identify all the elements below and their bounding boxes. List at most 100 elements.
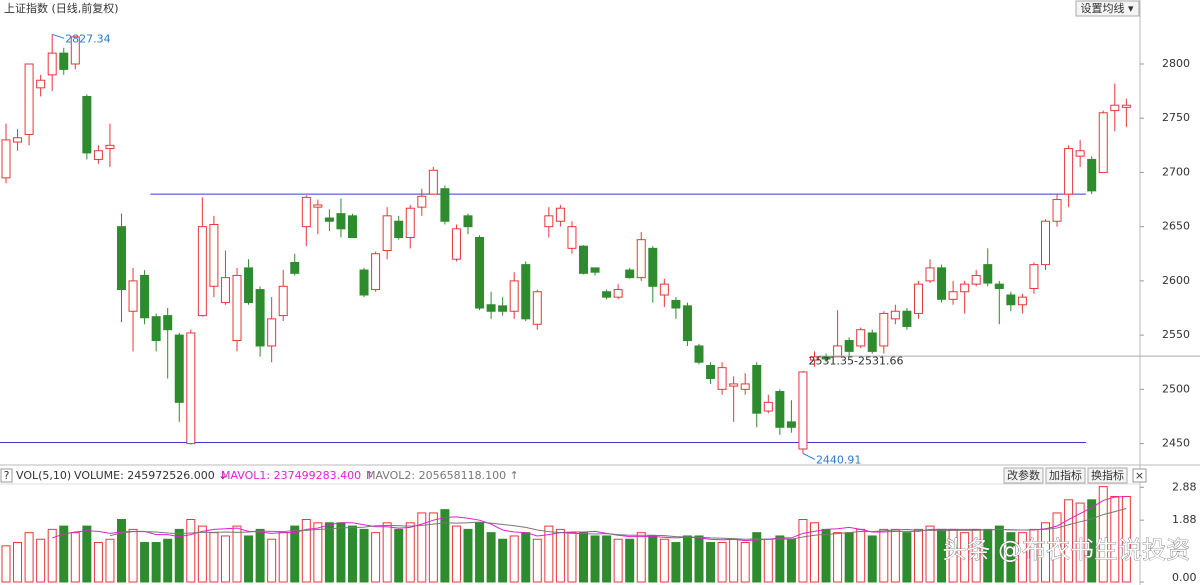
ma-button[interactable] [1075, 0, 1140, 17]
candle-body [671, 299, 681, 309]
indicator-button-label[interactable]: 加指标 [1049, 468, 1082, 482]
candle-body [451, 228, 461, 260]
candle-body [255, 289, 265, 347]
volume-bar [1006, 532, 1016, 583]
volume-bar [475, 522, 485, 583]
volume-bar [359, 528, 369, 583]
volume-bar [1098, 486, 1108, 583]
volume-bar [417, 512, 427, 583]
volume-bar [93, 542, 103, 583]
candle-body [140, 274, 150, 319]
candle-body [994, 283, 1004, 289]
volume-bar [220, 535, 230, 583]
candle-body [971, 274, 981, 285]
candle-body [186, 332, 196, 445]
volume-bar [879, 528, 889, 583]
candle-body [244, 267, 254, 304]
volume-bar [290, 525, 300, 583]
volume-bar [555, 528, 565, 583]
volume-bar [960, 532, 970, 583]
ma-line [109, 507, 1127, 540]
candle-body [1052, 199, 1062, 222]
volume-bar [463, 528, 473, 583]
indicator-button[interactable] [1087, 467, 1128, 484]
y-tick-label: 2800 [1162, 57, 1190, 70]
candle-body [417, 195, 427, 208]
candle-body [913, 283, 923, 314]
volume-bar [278, 532, 288, 583]
volume-bar [798, 519, 808, 583]
volume-bar [602, 535, 612, 583]
candle-body [833, 345, 843, 358]
candle-body [706, 364, 716, 379]
volume-bar [13, 542, 23, 583]
volume-bar [151, 542, 161, 583]
candle-body [151, 316, 161, 342]
volume-bar [1041, 522, 1050, 583]
volume-bar [994, 525, 1004, 583]
volume-bar [925, 525, 935, 583]
indicator-button[interactable] [1045, 467, 1086, 484]
close-button-label[interactable]: × [1135, 469, 1144, 482]
volume-bar [301, 519, 311, 583]
candle-body [232, 274, 242, 342]
indicator-button[interactable] [1003, 467, 1044, 484]
y-tick-label: 2.88 [1172, 480, 1197, 493]
volume-bar [255, 528, 265, 583]
indicator-button-label[interactable]: 换指标 [1091, 468, 1124, 482]
candle-body [440, 188, 450, 222]
close-button[interactable] [1132, 468, 1147, 483]
candle-body [740, 383, 750, 390]
candle-body [1110, 104, 1120, 112]
candle-body [590, 267, 600, 273]
candle-body [856, 329, 866, 347]
candle-body [220, 277, 230, 304]
volume-bar [740, 542, 750, 583]
volume-bar [47, 528, 57, 583]
volume-bar [717, 542, 727, 583]
candle-body [197, 226, 207, 317]
volume-bar [336, 522, 346, 583]
ma-button-label[interactable]: 设置均线 ▾ [1080, 1, 1133, 15]
annotation: 2827.34 [65, 32, 111, 45]
candle-body [382, 215, 392, 252]
volume-bar [786, 538, 796, 583]
candle-body [1075, 150, 1085, 157]
candle-body [659, 283, 669, 296]
volume-bar [59, 525, 69, 583]
volume-bar [24, 532, 34, 583]
annotation: 2531.35-2531.66 [809, 354, 904, 367]
candle-body [1029, 264, 1039, 289]
candle-body [544, 215, 554, 228]
candle-body [13, 137, 23, 143]
volume-bar [1064, 499, 1074, 583]
candle-body [486, 304, 496, 312]
indicator-button-label[interactable]: 改参数 [1007, 468, 1040, 482]
candle-body [59, 52, 69, 70]
candle-body [1, 139, 11, 179]
volume-bar [1017, 532, 1027, 583]
candle-body [47, 52, 57, 76]
candle-body [960, 283, 970, 293]
candle-body [532, 291, 542, 325]
candle-body [336, 213, 346, 230]
candle-body [890, 310, 900, 320]
candle-body [70, 36, 80, 65]
candle-body [648, 247, 658, 287]
candle-body [682, 305, 692, 342]
help-icon-label[interactable]: ? [4, 469, 10, 482]
candle-body [1121, 104, 1131, 108]
volume-bar [671, 542, 681, 583]
volume-bar [775, 535, 785, 583]
volume-bar [902, 532, 912, 583]
annotation-arrow [52, 33, 65, 39]
candle-body [925, 267, 935, 282]
candle-body [463, 215, 473, 228]
candle-body [405, 207, 415, 239]
candle-body [694, 345, 704, 363]
help-icon[interactable] [0, 468, 13, 483]
volume-bar [405, 522, 415, 583]
candle-body [625, 269, 635, 279]
volume-bar [382, 522, 392, 583]
